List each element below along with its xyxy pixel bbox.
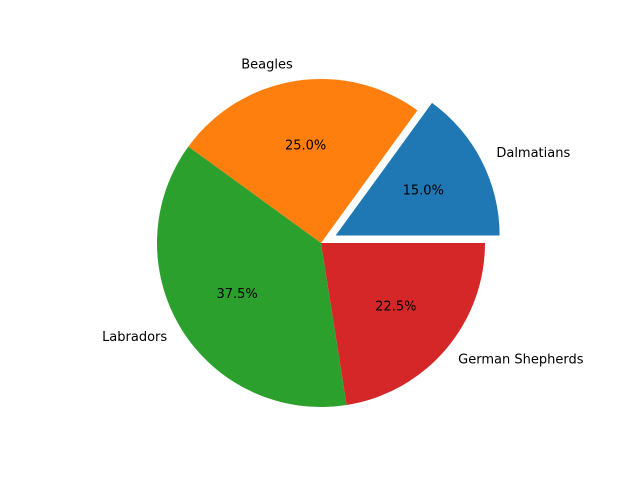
wedge-label: Beagles [241, 57, 293, 72]
pie-wedge [335, 102, 500, 236]
pie-wedge [157, 146, 347, 408]
wedge-label: German Shepherds [458, 353, 584, 368]
wedge-label: Labradors [102, 330, 167, 345]
pie-wedge [188, 78, 418, 243]
percent-label: 15.0% [403, 183, 444, 198]
percent-label: 22.5% [375, 299, 416, 314]
percent-label: 37.5% [216, 287, 257, 302]
percent-label: 25.0% [285, 138, 326, 153]
pie-wedge [321, 243, 485, 405]
wedge-label: Dalmatians [496, 146, 570, 161]
